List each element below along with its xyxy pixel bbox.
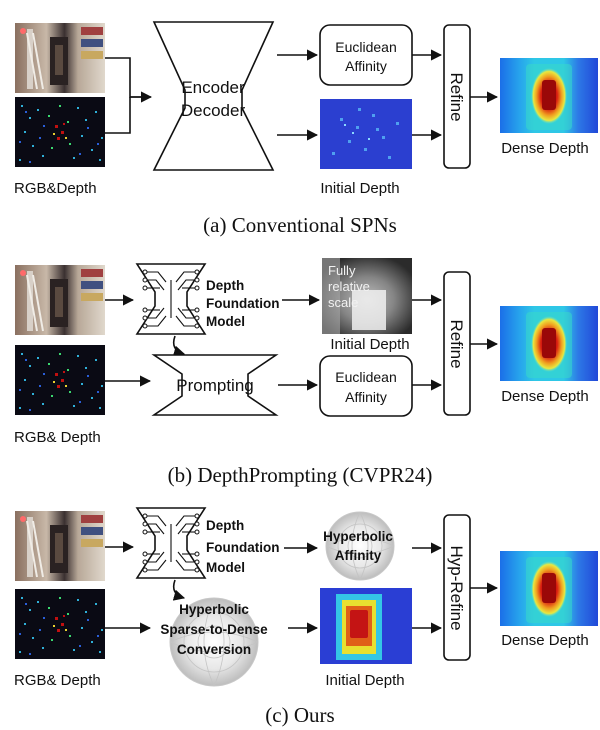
foundation-model-icon: [135, 263, 207, 335]
sparse-depth-image: [15, 589, 105, 659]
dfm-line1: Depth: [206, 278, 244, 293]
hyperbolic-affinity-line2: Affinity: [335, 548, 382, 563]
merge-arrow: [105, 57, 150, 98]
euclidean-affinity-box: [319, 24, 413, 86]
dfm-line3: Model: [206, 314, 245, 329]
hyperbolic-affinity-line1: Hyperbolic: [323, 529, 393, 544]
dfm-line2: Foundation: [206, 296, 279, 311]
caption: (c) Ours: [265, 703, 334, 727]
dense-depth-label: Dense Depth: [501, 140, 589, 157]
affinity-line2: Affinity: [345, 389, 387, 405]
dfm-to-prompting-arrow: [172, 335, 186, 357]
input-label: RGB& Depth: [14, 672, 101, 689]
input-label: RGB&Depth: [14, 180, 97, 197]
rgb-image: [14, 264, 106, 336]
dense-depth-label: Dense Depth: [501, 388, 589, 405]
relative-scale-line3: scale: [328, 295, 358, 310]
caption: (b) DepthPrompting (CVPR24): [168, 463, 433, 487]
dfm-line3: Model: [206, 560, 245, 575]
sparse-depth-image: [15, 345, 105, 415]
conversion-line3: Conversion: [177, 642, 251, 657]
dfm-line1: Depth: [206, 518, 244, 533]
hyp-refine-label: Hyp-Refine: [447, 545, 466, 630]
initial-depth-image: [320, 588, 412, 664]
panel-b: RGB& Depth Depth Foundation Model: [14, 258, 598, 487]
foundation-model-icon: [135, 507, 207, 579]
initial-depth-image: [320, 99, 412, 169]
relative-depth-image: [322, 258, 412, 334]
refine-label: Refine: [447, 319, 466, 368]
encoder-decoder-block: [152, 21, 275, 171]
prompting-block: [151, 354, 279, 416]
dfm-line2: Foundation: [206, 540, 279, 555]
input-label: RGB& Depth: [14, 429, 101, 446]
hyperbolic-disk-icon: [325, 511, 395, 581]
rgb-image: [14, 22, 106, 94]
conversion-line1: Hyperbolic: [179, 602, 249, 617]
initial-depth-label: Initial Depth: [330, 336, 409, 353]
caption: (a) Conventional SPNs: [203, 213, 397, 237]
initial-depth-label: Initial Depth: [325, 672, 404, 689]
decoder-label: Decoder: [181, 101, 246, 120]
dense-depth-label: Dense Depth: [501, 632, 589, 649]
affinity-line1: Euclidean: [335, 369, 397, 385]
affinity-line1: Euclidean: [335, 39, 397, 55]
dense-depth-image: [500, 551, 598, 626]
dfm-to-conversion-arrow: [172, 579, 186, 601]
relative-scale-line1: Fully: [328, 263, 356, 278]
relative-scale-line2: relative: [328, 279, 370, 294]
refine-label: Refine: [447, 72, 466, 121]
panel-a: RGB&Depth Encoder Decoder Euclidean Affi…: [14, 21, 598, 237]
prompting-label: Prompting: [176, 376, 253, 395]
hyperbolic-disk-icon: [169, 597, 259, 687]
merge-line: [105, 97, 131, 134]
initial-depth-label: Initial Depth: [320, 180, 399, 197]
sparse-depth-image: [15, 97, 105, 167]
euclidean-affinity-box: [319, 355, 413, 417]
affinity-line2: Affinity: [345, 58, 387, 74]
conversion-line2: Sparse-to-Dense: [160, 622, 268, 637]
encoder-label: Encoder: [181, 78, 245, 97]
rgb-image: [14, 510, 106, 582]
panel-c: RGB& Depth Depth Foundation Model: [14, 507, 598, 727]
dense-depth-image: [500, 58, 598, 133]
dense-depth-image: [500, 306, 598, 381]
